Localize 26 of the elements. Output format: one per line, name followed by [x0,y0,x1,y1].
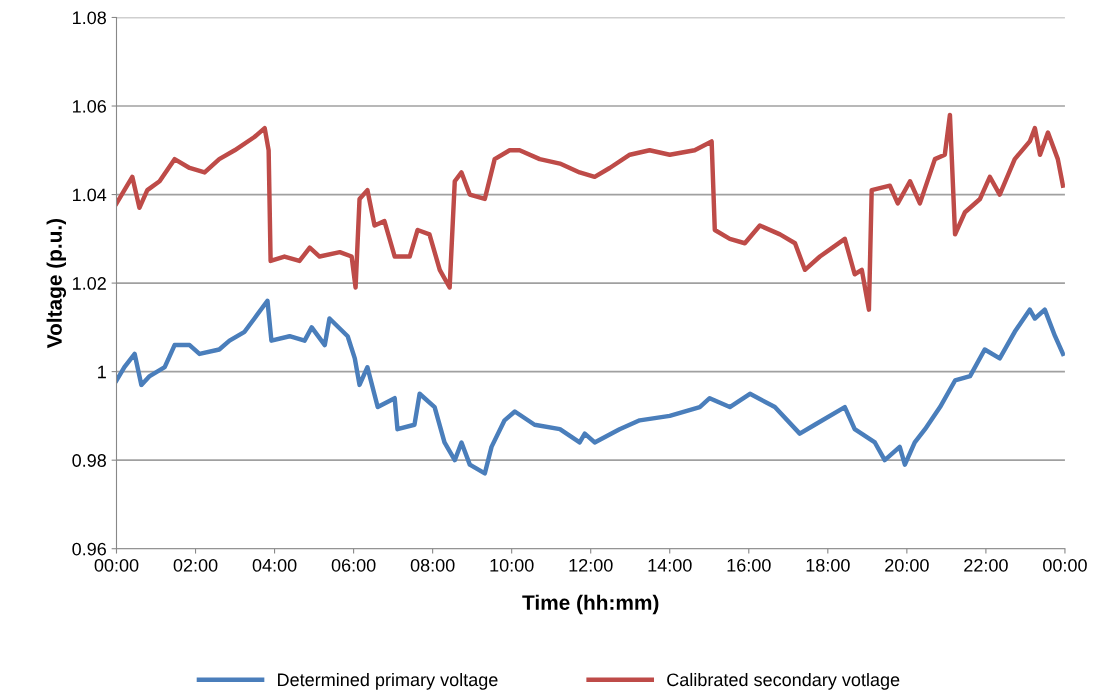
y-tick-label: 1.06 [73,99,106,113]
y-tick-label: 1.08 [73,11,106,25]
y-axis-title: Voltage (p.u.) [46,218,67,349]
y-tick-label: 1.04 [73,188,107,202]
line-series [116,112,1065,312]
x-tick-label: 04:00 [252,558,297,572]
x-tick-label: 00:00 [94,558,139,572]
x-tick-label: 10:00 [490,558,534,572]
y-tick-label: 1 [98,365,106,379]
x-tick-label: 18:00 [806,558,850,572]
x-tick-label: 00:00 [1043,558,1087,572]
x-tick-label: 14:00 [648,558,692,572]
line-series [116,298,1065,476]
x-tick-label: 06:00 [331,558,376,572]
x-tick-label: 22:00 [964,558,1008,572]
x-tick-label: 20:00 [885,558,929,572]
legend-label: Calibrated secondary votlage [667,672,900,690]
x-tick-label: 08:00 [410,558,455,572]
y-tick-label: 0.98 [72,454,106,467]
legend-label: Determined primary voltage [278,672,498,690]
y-tick-label: 0.96 [72,542,106,556]
x-axis-title: Time (hh:mm) [522,594,659,615]
x-tick-label: 12:00 [569,558,613,572]
x-tick-label: 16:00 [727,558,771,572]
x-tick-label: 02:00 [173,558,218,572]
y-tick-label: 1.02 [73,277,106,290]
